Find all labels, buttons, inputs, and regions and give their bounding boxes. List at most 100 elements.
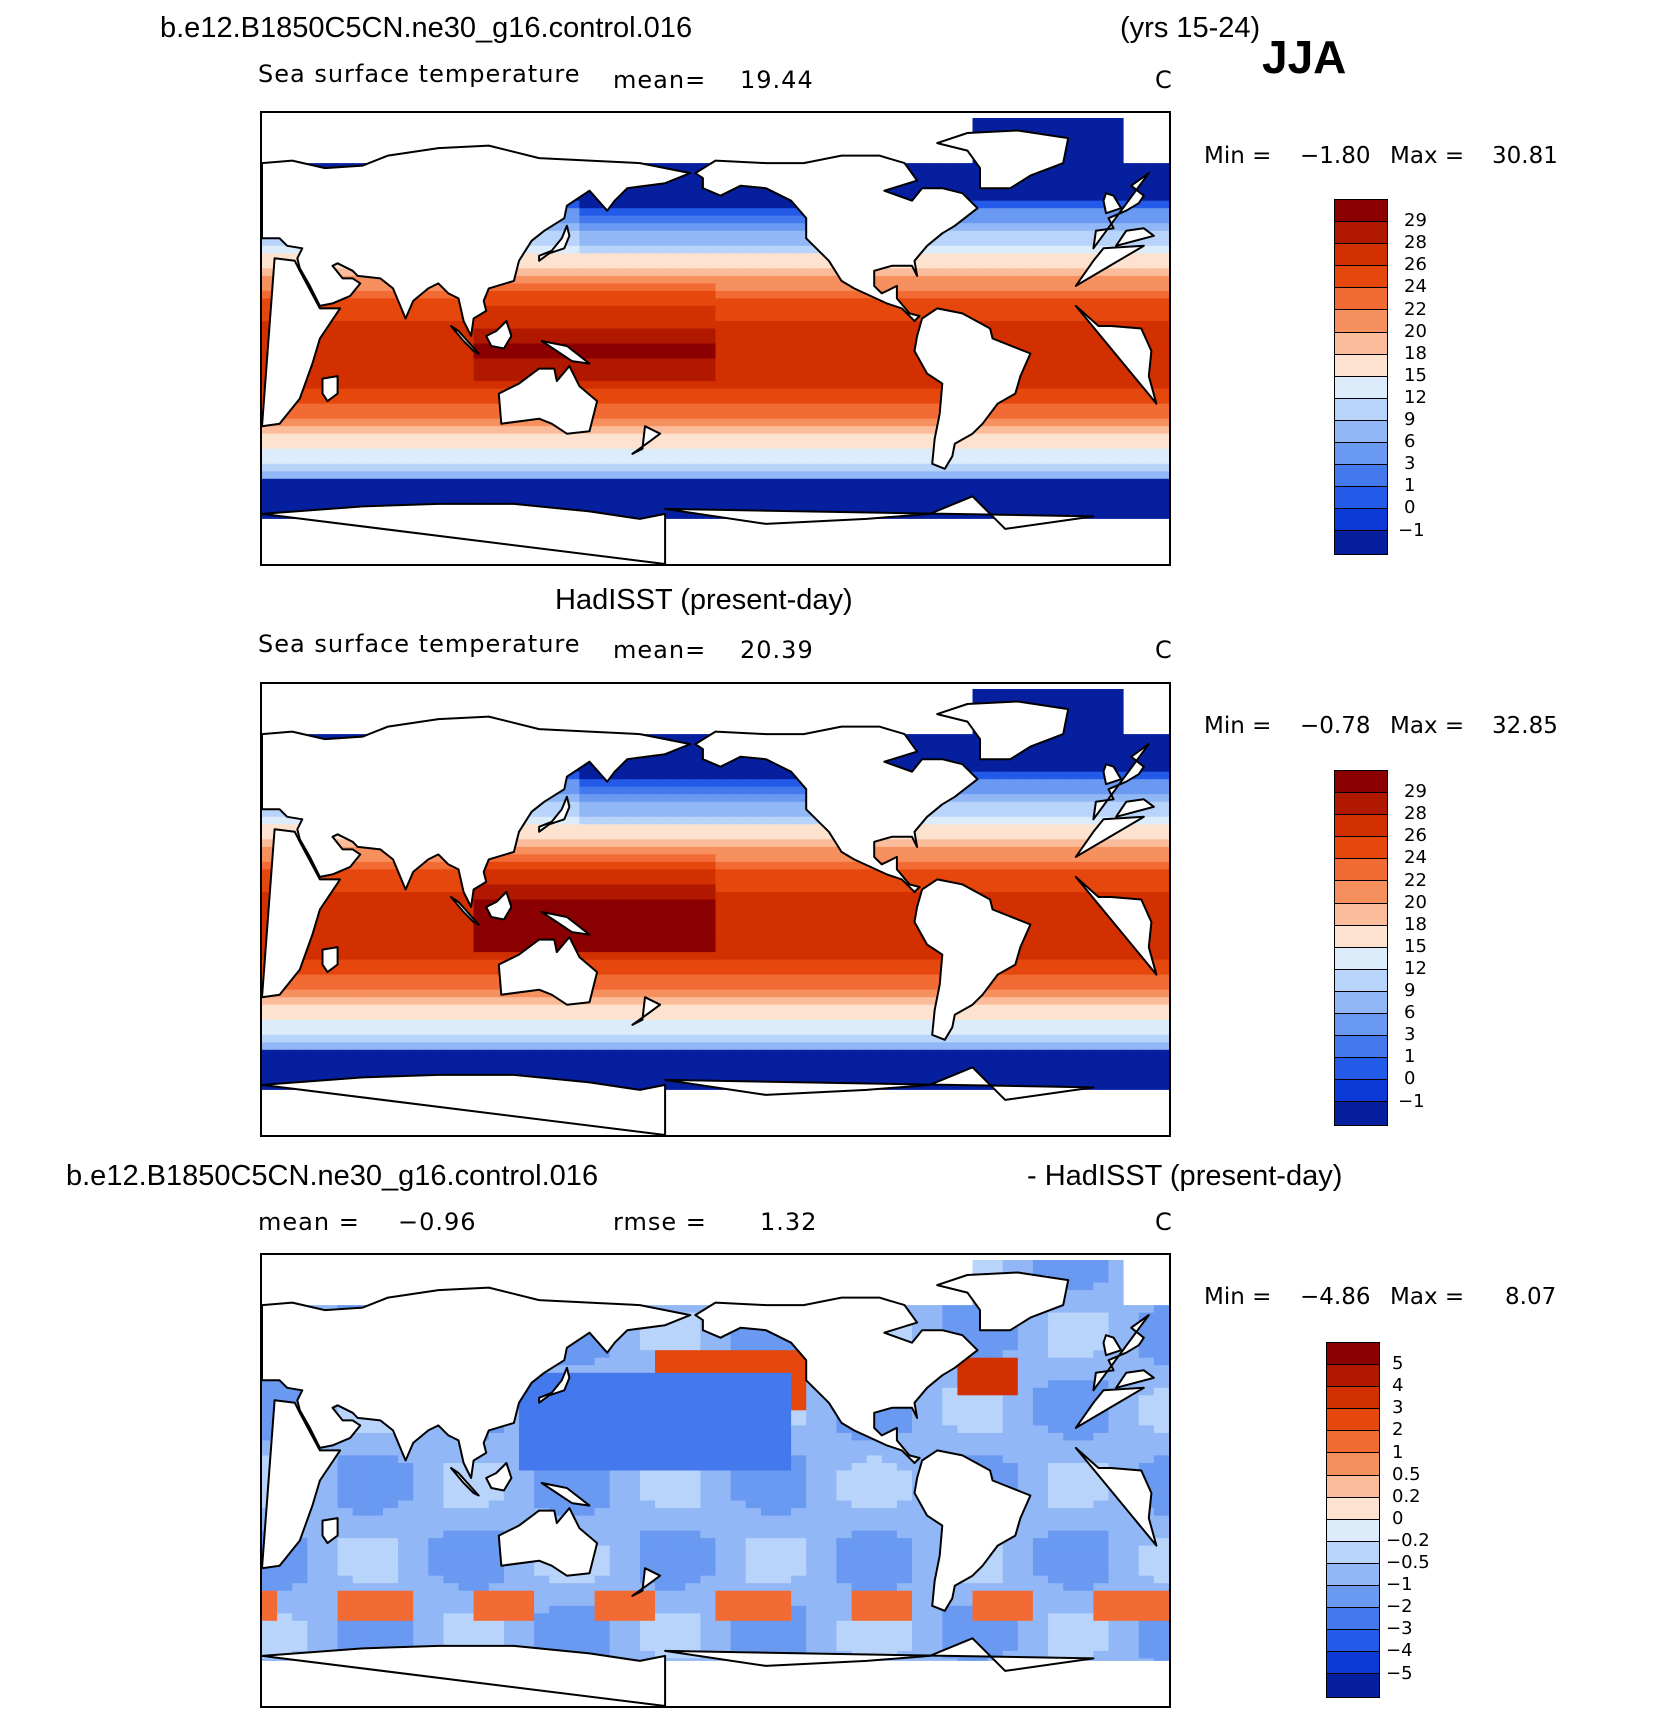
field-cell xyxy=(1032,185,1049,194)
field-cell xyxy=(639,155,656,164)
field-cell xyxy=(564,290,580,299)
field-cell xyxy=(1048,238,1064,247)
field-cell xyxy=(624,245,641,254)
field-cell xyxy=(655,704,671,713)
field-cell xyxy=(367,321,384,330)
field-cell xyxy=(1017,118,1034,127)
field-cell xyxy=(277,471,293,480)
field-cell xyxy=(685,223,701,232)
field-cell xyxy=(1078,245,1094,254)
field-cell xyxy=(609,358,626,367)
field-cell xyxy=(639,824,656,833)
field-cell xyxy=(1138,839,1155,848)
field-cell xyxy=(1093,771,1110,780)
field-cell xyxy=(791,275,807,284)
field-cell xyxy=(1078,230,1094,239)
field-cell xyxy=(896,381,913,390)
field-cell xyxy=(1017,328,1034,337)
field-cell xyxy=(942,268,958,277)
field-cell xyxy=(534,148,550,157)
field-cell xyxy=(730,148,747,157)
field-cell xyxy=(292,704,308,713)
field-cell xyxy=(262,155,278,164)
field-cell xyxy=(1093,854,1110,863)
field-cell xyxy=(806,148,822,157)
field-cell xyxy=(1017,396,1034,405)
field-cell xyxy=(700,411,717,420)
field-cell xyxy=(670,418,686,427)
field-cell xyxy=(987,418,1004,427)
field-cell xyxy=(1123,381,1140,390)
field-cell xyxy=(700,321,717,330)
field-cell xyxy=(337,381,354,390)
colorbar-swatch xyxy=(1335,200,1387,223)
field-cell xyxy=(1108,208,1125,217)
field-cell xyxy=(1153,463,1169,472)
field-cell xyxy=(912,448,928,457)
field-cell xyxy=(896,411,913,420)
field-cell xyxy=(352,456,369,465)
field-cell xyxy=(382,313,399,322)
field-cell xyxy=(292,140,308,149)
field-cell xyxy=(503,711,520,720)
field-cell xyxy=(624,854,641,863)
field-cell xyxy=(1032,493,1049,502)
field-cell xyxy=(1138,200,1155,209)
field-cell xyxy=(262,831,278,840)
field-cell xyxy=(1017,230,1034,239)
field-cell xyxy=(564,801,580,810)
field-cell xyxy=(791,794,807,803)
field-cell xyxy=(307,448,324,457)
field-cell xyxy=(700,305,717,314)
field-cell xyxy=(655,824,671,833)
field-cell xyxy=(1063,486,1079,495)
field-cell xyxy=(609,786,626,795)
field-cell xyxy=(942,809,958,818)
field-cell xyxy=(791,726,807,735)
field-cell xyxy=(367,689,384,698)
field-cell xyxy=(715,846,732,855)
field-cell xyxy=(277,118,293,127)
field-cell xyxy=(519,298,535,307)
field-cell xyxy=(1063,794,1079,803)
field-cell xyxy=(776,418,792,427)
field-cell xyxy=(791,253,807,262)
field-cell xyxy=(503,456,520,465)
field-cell xyxy=(685,854,701,863)
field-cell xyxy=(534,448,550,457)
field-cell xyxy=(367,478,384,487)
field-cell xyxy=(413,305,429,314)
field-cell xyxy=(1048,501,1064,510)
colorbar-swatch xyxy=(1335,354,1387,377)
field-cell xyxy=(1002,478,1019,487)
field-cell xyxy=(534,493,550,502)
field-cell xyxy=(277,253,293,262)
field-cell xyxy=(670,313,686,322)
field-cell xyxy=(896,403,913,412)
field-cell xyxy=(821,381,837,390)
field-cell xyxy=(1123,208,1140,217)
field-cell xyxy=(1048,839,1064,848)
field-cell xyxy=(1078,396,1094,405)
field-cell xyxy=(942,824,958,833)
field-cell xyxy=(503,313,520,322)
field-cell xyxy=(700,704,717,713)
field-cell xyxy=(1093,373,1110,382)
field-cell xyxy=(398,336,414,345)
field-cell xyxy=(594,230,611,239)
colorbar-swatch xyxy=(1335,332,1387,355)
field-cell xyxy=(715,155,732,164)
field-cell xyxy=(473,411,490,420)
field-cell xyxy=(821,260,837,269)
field-cell xyxy=(413,478,429,487)
field-cell xyxy=(957,298,974,307)
field-cell xyxy=(791,358,807,367)
field-cell xyxy=(791,478,807,487)
field-cell xyxy=(1032,801,1049,810)
colorbar-tick-label: 28 xyxy=(1404,232,1427,254)
field-cell xyxy=(942,471,958,480)
field-cell xyxy=(745,426,762,435)
field-cell xyxy=(806,125,822,134)
field-cell xyxy=(1063,809,1079,818)
field-cell xyxy=(715,373,732,382)
